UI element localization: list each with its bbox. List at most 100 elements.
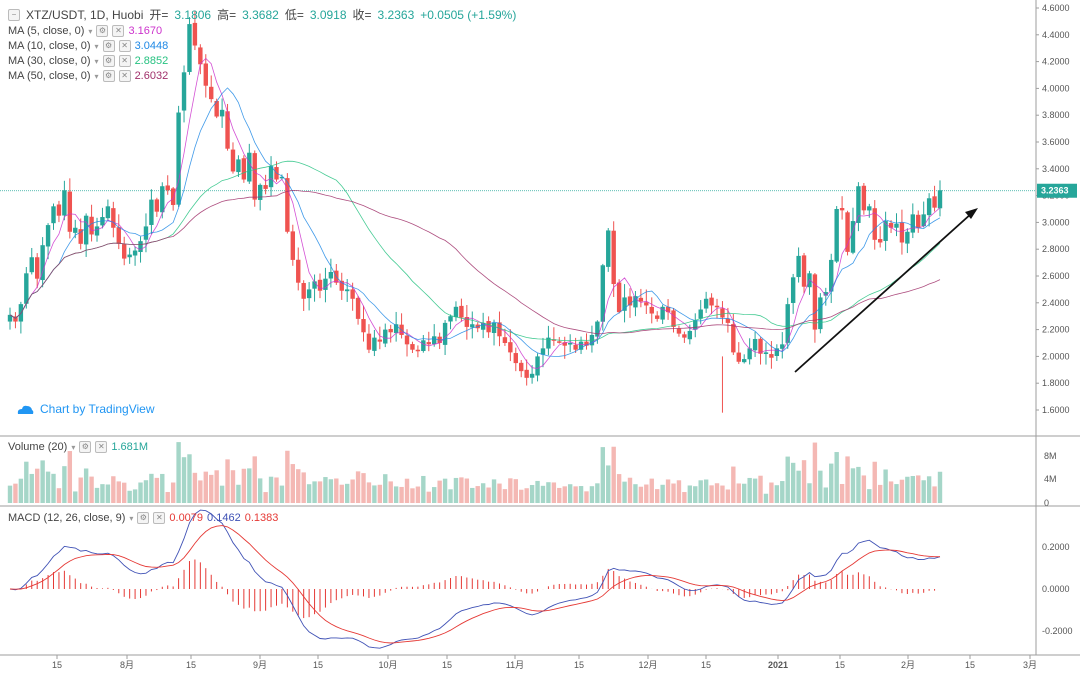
candle-body bbox=[654, 315, 660, 319]
settings-icon[interactable]: ⚙ bbox=[102, 40, 115, 52]
volume-bar bbox=[769, 482, 774, 503]
ma30-legend[interactable]: MA (30, close, 0) ▾ ⚙ ✕ 2.8852 bbox=[8, 55, 168, 67]
tradingview-badge[interactable]: Chart by TradingView bbox=[16, 402, 155, 416]
candle-body bbox=[742, 359, 747, 363]
volume-bar bbox=[448, 489, 453, 503]
candle-body bbox=[877, 239, 883, 243]
settings-icon[interactable]: ⚙ bbox=[137, 512, 150, 524]
candle-body bbox=[785, 304, 790, 343]
candle-body bbox=[160, 186, 165, 213]
dropdown-icon[interactable]: ▾ bbox=[71, 442, 76, 452]
price-axis-label: 3.8000 bbox=[1042, 110, 1070, 120]
time-axis-label: 15 bbox=[701, 660, 711, 670]
candle-body bbox=[149, 199, 154, 225]
volume-bar bbox=[138, 482, 143, 503]
volume-bar bbox=[676, 480, 682, 503]
candle-body bbox=[111, 208, 116, 228]
candle-body bbox=[894, 223, 899, 228]
ma5-legend[interactable]: MA (5, close, 0) ▾ ⚙ ✕ 3.1670 bbox=[8, 25, 162, 37]
settings-icon[interactable]: ⚙ bbox=[102, 70, 115, 82]
dropdown-icon[interactable]: ▾ bbox=[94, 41, 99, 51]
volume-bar bbox=[437, 480, 442, 503]
candle-body bbox=[535, 356, 540, 376]
volume-bar bbox=[551, 482, 557, 503]
volume-bar bbox=[616, 474, 622, 503]
settings-icon[interactable]: ⚙ bbox=[79, 441, 92, 453]
volume-bar bbox=[502, 489, 508, 503]
candle-body bbox=[622, 297, 627, 311]
volume-bar bbox=[160, 473, 165, 503]
volume-bar bbox=[926, 476, 932, 503]
candle-body bbox=[247, 152, 252, 182]
candle-body bbox=[154, 199, 160, 212]
settings-icon[interactable]: ⚙ bbox=[96, 25, 109, 37]
volume-bar bbox=[644, 484, 649, 503]
candle-body bbox=[13, 316, 18, 322]
volume-bar bbox=[703, 479, 709, 503]
volume-bar bbox=[633, 484, 638, 503]
volume-bar bbox=[83, 468, 89, 503]
volume-legend[interactable]: Volume (20) ▾ ⚙ ✕ 1.681M bbox=[8, 441, 148, 453]
close-icon[interactable]: ✕ bbox=[112, 25, 125, 37]
ma50-legend[interactable]: MA (50, close, 0) ▾ ⚙ ✕ 2.6032 bbox=[8, 70, 168, 82]
candle-body bbox=[73, 227, 78, 233]
macd-legend[interactable]: MACD (12, 26, close, 9) ▾ ⚙ ✕ 0.0079 0.146… bbox=[8, 512, 278, 524]
candle-body bbox=[45, 225, 51, 247]
candle-body bbox=[350, 289, 355, 299]
candle-body bbox=[377, 339, 383, 342]
close-icon[interactable]: ✕ bbox=[153, 512, 166, 524]
volume-bar bbox=[154, 477, 160, 503]
ma10-legend[interactable]: MA (10, close, 0) ▾ ⚙ ✕ 3.0448 bbox=[8, 40, 168, 52]
dropdown-icon[interactable]: ▾ bbox=[129, 513, 134, 523]
candle-body bbox=[138, 241, 143, 253]
candle-body bbox=[132, 250, 138, 256]
volume-bar bbox=[132, 489, 138, 503]
volume-bar bbox=[176, 442, 181, 503]
volume-bar bbox=[263, 492, 268, 503]
settings-icon[interactable]: ⚙ bbox=[102, 55, 115, 67]
candle-body bbox=[388, 328, 393, 333]
time-axis-label: 15 bbox=[186, 660, 196, 670]
macd-label: MACD (12, 26, close, 9) bbox=[8, 512, 126, 524]
price-axis-label: 4.2000 bbox=[1042, 57, 1070, 67]
price-axis-label: 3.4000 bbox=[1042, 164, 1070, 174]
volume-bar bbox=[187, 454, 192, 503]
volume-bar bbox=[589, 486, 595, 503]
close-icon[interactable]: ✕ bbox=[118, 70, 131, 82]
ma-label: MA (30, close, 0) bbox=[8, 55, 91, 67]
dropdown-icon[interactable]: ▾ bbox=[94, 71, 99, 81]
collapse-icon[interactable]: − bbox=[8, 8, 20, 21]
volume-bar bbox=[758, 475, 763, 503]
volume-label: Volume (20) bbox=[8, 441, 68, 453]
dropdown-icon[interactable]: ▾ bbox=[88, 26, 93, 36]
volume-bar bbox=[475, 486, 480, 503]
ma-value: 3.0448 bbox=[134, 40, 169, 52]
volume-bar bbox=[888, 481, 894, 503]
candle-body bbox=[323, 278, 328, 290]
close-icon[interactable]: ✕ bbox=[118, 40, 131, 52]
volume-bar bbox=[143, 480, 149, 503]
volume-bar bbox=[415, 486, 421, 503]
volume-bar bbox=[285, 450, 290, 503]
volume-bar bbox=[470, 487, 475, 503]
candle-body bbox=[7, 314, 13, 322]
volume-bar bbox=[535, 480, 540, 503]
volume-bar bbox=[693, 486, 698, 503]
candle-body bbox=[725, 318, 731, 323]
volume-bar bbox=[785, 456, 790, 503]
price-axis-label: 3.0000 bbox=[1042, 217, 1070, 227]
candle-body bbox=[29, 257, 34, 273]
time-axis-label: 2021 bbox=[768, 660, 788, 670]
volume-bar bbox=[665, 479, 671, 503]
dropdown-icon[interactable]: ▾ bbox=[94, 56, 99, 66]
candle-body bbox=[122, 244, 127, 259]
volume-bar bbox=[426, 491, 431, 503]
volume-bar bbox=[899, 479, 905, 503]
close-icon[interactable]: ✕ bbox=[118, 55, 131, 67]
candle-body bbox=[916, 214, 921, 228]
trend-arrow[interactable] bbox=[794, 208, 978, 373]
close-icon[interactable]: ✕ bbox=[95, 441, 108, 453]
open-label: 开= bbox=[149, 8, 169, 22]
candle-body bbox=[383, 329, 388, 344]
